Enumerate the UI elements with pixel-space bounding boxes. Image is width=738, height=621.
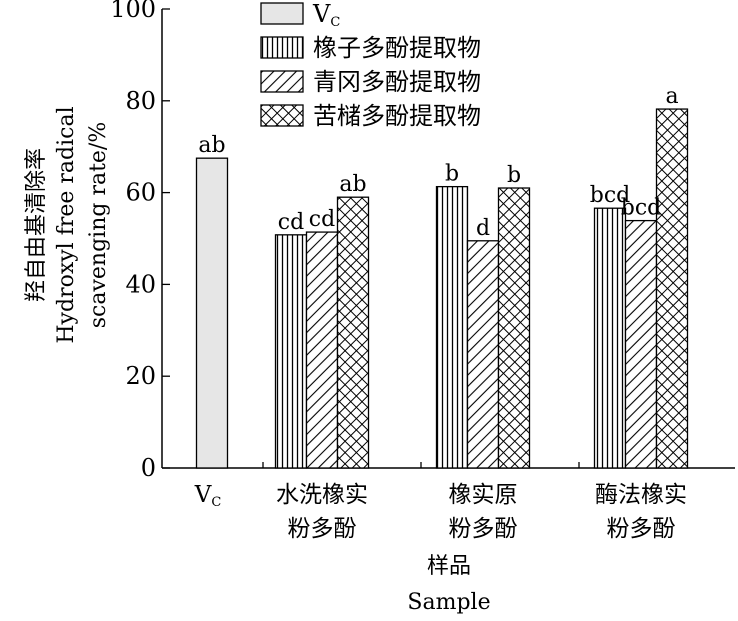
bar-data-label: ab bbox=[198, 133, 225, 158]
bar-data-label: bcd bbox=[590, 183, 631, 208]
bar bbox=[195, 157, 229, 469]
x-axis-title: 样品 Sample bbox=[407, 554, 490, 615]
bar bbox=[624, 219, 658, 469]
bar bbox=[593, 207, 627, 469]
x-tick-label: VC bbox=[194, 482, 222, 510]
legend-swatch bbox=[260, 70, 304, 93]
y-axis-title-line: 羟自由基清除率 bbox=[24, 148, 49, 302]
bar-data-label: ab bbox=[339, 172, 366, 197]
x-tick-label: 水洗橡实 bbox=[276, 482, 368, 508]
bar-data-label: a bbox=[665, 84, 678, 109]
x-axis-title-cn: 样品 bbox=[427, 554, 471, 579]
legend-entry-label: 苦槠多酚提取物 bbox=[313, 102, 481, 130]
bars bbox=[195, 108, 689, 469]
y-tick-label: 100 bbox=[110, 0, 156, 23]
legend-entry-label: 青冈多酚提取物 bbox=[313, 68, 481, 96]
y-tick-label: 80 bbox=[125, 87, 156, 115]
bar-data-label: b bbox=[445, 162, 459, 187]
bar-data-label: bcd bbox=[621, 196, 662, 221]
legend-swatch bbox=[260, 104, 304, 127]
bar-data-label: b bbox=[507, 163, 521, 188]
x-tick-label: 粉多酚 bbox=[288, 516, 357, 542]
x-tick-label: 粉多酚 bbox=[607, 516, 676, 542]
legend-entry-label: VC bbox=[312, 0, 340, 30]
legend-entry-label: 橡子多酚提取物 bbox=[313, 34, 481, 62]
bar bbox=[274, 234, 308, 469]
y-tick-label: 60 bbox=[125, 179, 156, 207]
y-axis-title-line: Hydroxyl free radical bbox=[54, 106, 79, 343]
y-tick-label: 0 bbox=[141, 454, 156, 482]
x-axis-title-en: Sample bbox=[407, 590, 490, 615]
legend-swatch bbox=[260, 2, 304, 25]
bar bbox=[497, 187, 531, 469]
legend-swatch bbox=[260, 36, 304, 59]
y-axis-title-line: scavenging rate/% bbox=[86, 122, 111, 329]
bar bbox=[305, 231, 339, 469]
y-axis-title: 羟自由基清除率 Hydroxyl free radical scavenging r… bbox=[24, 106, 111, 343]
y-tick-label: 40 bbox=[125, 270, 156, 298]
bar bbox=[435, 185, 469, 469]
x-tick-label: 酶法橡实 bbox=[595, 482, 687, 508]
x-tick-label: 粉多酚 bbox=[449, 516, 518, 542]
bar-data-label: cd bbox=[278, 210, 304, 235]
x-tick-label: 橡实原 bbox=[449, 482, 518, 508]
bar bbox=[336, 196, 370, 469]
bar-data-label: cd bbox=[309, 207, 335, 232]
bar bbox=[655, 108, 689, 469]
y-tick-label: 20 bbox=[125, 362, 156, 390]
bar bbox=[466, 240, 500, 469]
bar-data-label: d bbox=[476, 216, 490, 241]
